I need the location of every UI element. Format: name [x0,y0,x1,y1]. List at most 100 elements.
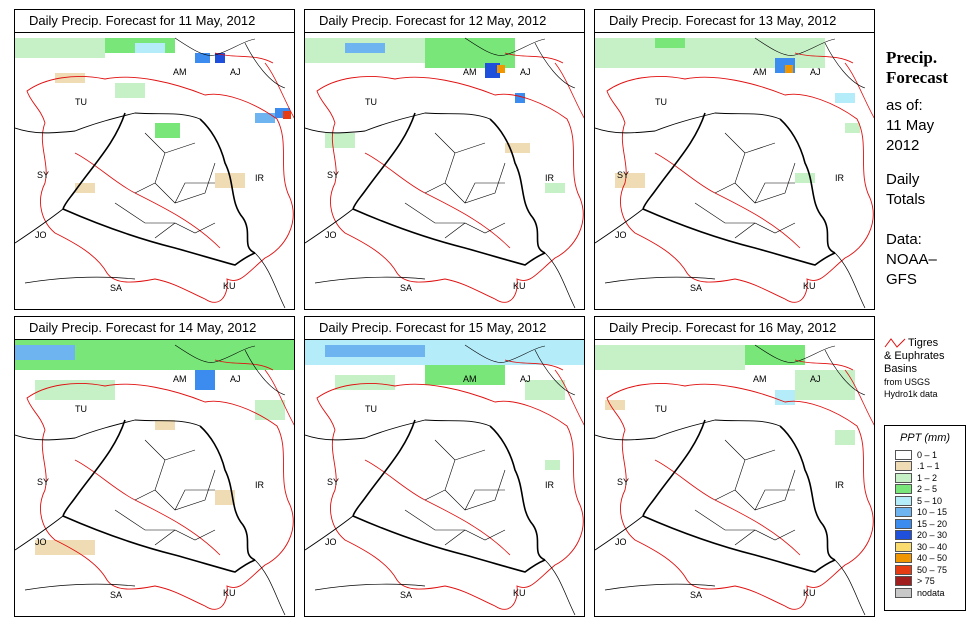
precip-cells [305,340,584,470]
country-label-jo: JO [325,230,337,240]
country-label-sy: SY [327,477,339,487]
legend-swatch [895,576,912,587]
country-label-aj: AJ [810,374,821,384]
country-label-am: AM [463,67,477,77]
legend-label: nodata [917,587,945,598]
country-label-ir: IR [835,480,845,490]
country-label-ku: KU [513,588,526,598]
daily-label-1: Daily [886,171,920,188]
ppt-legend-row: .1 – 1 [895,461,965,473]
panel-title: Daily Precip. Forecast for 13 May, 2012 [595,10,874,33]
legend-swatch [895,507,912,518]
legend-label: 50 – 75 [917,564,948,575]
as-of-label: as of: [886,97,923,114]
legend-label: 10 – 15 [917,507,948,518]
country-label-sy: SY [37,170,49,180]
legend-label: 15 – 20 [917,518,948,529]
country-label-jo: JO [35,537,47,547]
country-label-tu: TU [365,97,377,107]
legend-label: 30 – 40 [917,541,948,552]
country-label-ku: KU [223,588,236,598]
country-label-ir: IR [545,173,555,183]
country-label-ir: IR [255,173,265,183]
basin-legend-line1: Tigres [908,337,939,349]
country-label-aj: AJ [810,67,821,77]
country-label-am: AM [753,67,767,77]
precip-map: AM AJ TU SY IR JO SA KU [305,37,584,309]
ppt-legend-row: 0 – 1 [895,449,965,461]
ppt-legend-row: 20 – 30 [895,530,965,542]
precip-map: AM AJ TU SY IR JO SA KU [595,37,874,309]
basin-legend: Tigres & Euphrates Basins from USGS Hydr… [884,337,968,400]
panel-title: Daily Precip. Forecast for 16 May, 2012 [595,317,874,340]
country-label-ku: KU [803,588,816,598]
as-of-date-2: 2012 [886,137,920,154]
ppt-legend-row: 2 – 5 [895,484,965,496]
legend-swatch [895,518,912,529]
panel-title: Daily Precip. Forecast for 11 May, 2012 [15,10,294,33]
legend-swatch [895,587,912,598]
country-label-sa: SA [110,590,122,600]
forecast-panel-4: Daily Precip. Forecast for 14 May, 2012 … [14,316,295,617]
legend-swatch [895,495,912,506]
country-label-sy: SY [617,170,629,180]
basin-legend-source-1: from USGS [884,377,931,387]
precip-cells [595,345,855,445]
precip-cells [15,38,291,193]
ppt-legend-row: 10 – 15 [895,507,965,519]
legend-swatch [895,461,912,472]
legend-label: > 75 [917,576,935,587]
country-label-sa: SA [690,590,702,600]
legend-label: .1 – 1 [917,461,940,472]
country-label-ku: KU [223,281,236,291]
panel-title: Daily Precip. Forecast for 12 May, 2012 [305,10,584,33]
forecast-panel-3: Daily Precip. Forecast for 13 May, 2012 … [594,9,875,310]
country-label-aj: AJ [230,67,241,77]
basin-line-icon [884,338,906,348]
legend-swatch [895,484,912,495]
country-label-tu: TU [75,97,87,107]
precip-map: AM AJ TU SY IR JO SA KU [595,344,874,616]
country-label-sy: SY [617,477,629,487]
basin-legend-line2: & Euphrates [884,350,945,362]
legend-swatch [895,449,912,460]
ppt-legend-row: 50 – 75 [895,564,965,576]
country-label-jo: JO [325,537,337,547]
legend-label: 1 – 2 [917,472,938,483]
country-label-jo: JO [615,230,627,240]
sidebar-heading-1: Precip. [886,48,938,67]
legend-label: 2 – 5 [917,484,938,495]
precip-map: AM AJ TU SY IR JO SA KU [305,340,584,616]
data-label-2: NOAA– [886,251,937,268]
country-label-sy: SY [37,477,49,487]
country-label-tu: TU [655,404,667,414]
forecast-panel-5: Daily Precip. Forecast for 15 May, 2012 … [304,316,585,617]
legend-label: 20 – 30 [917,530,948,541]
country-label-jo: JO [615,537,627,547]
country-label-sy: SY [327,170,339,180]
panel-title: Daily Precip. Forecast for 15 May, 2012 [305,317,584,340]
country-label-aj: AJ [230,374,241,384]
precip-map: AM AJ TU SY IR JO SA KU [15,37,294,309]
forecast-panel-6: Daily Precip. Forecast for 16 May, 2012 … [594,316,875,617]
basin-legend-line3: Basins [884,363,918,375]
ppt-legend-title: PPT (mm) [899,432,951,444]
ppt-legend-row: 1 – 2 [895,472,965,484]
country-label-ir: IR [545,480,555,490]
legend-label: 0 – 1 [917,449,938,460]
country-label-sa: SA [400,283,412,293]
country-label-aj: AJ [520,67,531,77]
precip-cells [305,38,565,193]
country-label-am: AM [173,374,187,384]
country-label-jo: JO [35,230,47,240]
country-label-tu: TU [655,97,667,107]
legend-swatch [895,541,912,552]
basin-legend-source-2: Hydro1k data [884,389,938,399]
country-label-ir: IR [835,173,845,183]
sidebar-heading-2: Forecast [886,68,948,87]
forecast-panel-1: Daily Precip. Forecast for 11 May, 2012 … [14,9,295,310]
legend-label: 5 – 10 [917,495,943,506]
country-label-am: AM [753,374,767,384]
legend-swatch [895,530,912,541]
